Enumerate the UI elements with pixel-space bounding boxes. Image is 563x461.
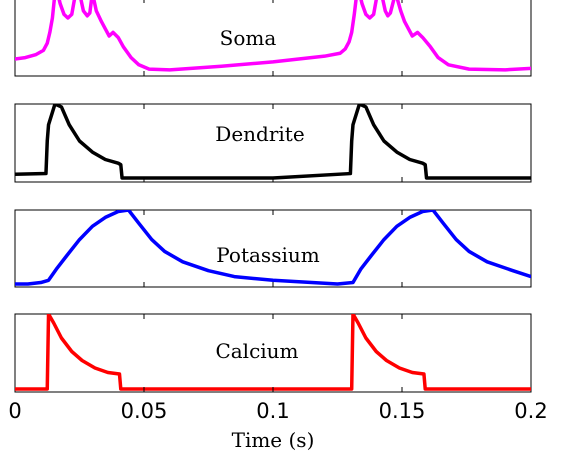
calcium-x-ticks [143, 314, 403, 392]
x-tick-label: 0.05 [121, 399, 168, 423]
potassium-label: Potassium [216, 243, 319, 267]
x-axis-title: Time (s) [232, 428, 315, 452]
dendrite-x-ticks [143, 104, 403, 182]
dendrite-trace [15, 104, 531, 180]
panel-calcium: Calcium [14, 313, 532, 393]
x-tick-label: 0.15 [379, 399, 426, 423]
soma-trace [15, 0, 531, 72]
calcium-trace [15, 314, 531, 391]
potassium-trace [15, 210, 531, 286]
x-tick-label: 0.2 [514, 399, 547, 423]
soma-label: Soma [220, 26, 277, 50]
panel-dendrite: Dendrite [14, 103, 532, 183]
calcium-label: Calcium [215, 339, 298, 363]
potassium-x-ticks [143, 210, 403, 287]
panel-soma: Soma [14, 0, 532, 77]
x-tick-label: 0 [8, 399, 21, 423]
soma-x-ticks [143, 0, 403, 76]
panel-potassium: Potassium [14, 209, 532, 288]
x-tick-labels: 0 0.05 0.1 0.15 0.2 [8, 399, 547, 423]
dendrite-label: Dendrite [215, 122, 304, 146]
x-tick-label: 0.1 [256, 399, 289, 423]
